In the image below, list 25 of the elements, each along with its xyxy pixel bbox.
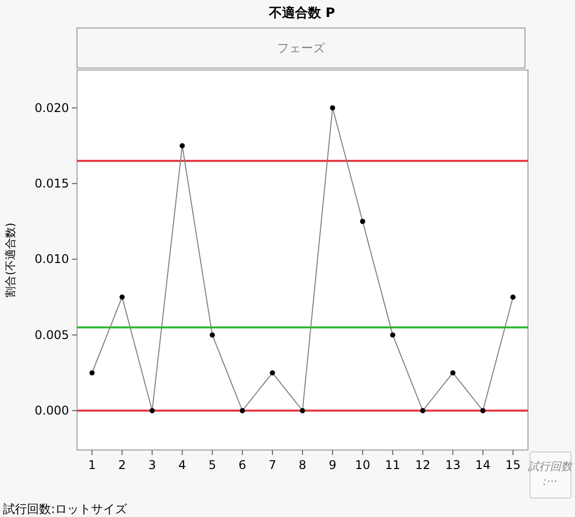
x-tick-label: 1 bbox=[88, 458, 96, 472]
x-tick-label: 4 bbox=[178, 458, 186, 472]
x-tick-label: 3 bbox=[148, 458, 156, 472]
x-tick-label: 6 bbox=[238, 458, 246, 472]
title: 不適合数 P bbox=[268, 6, 336, 21]
x-tick-label: 11 bbox=[385, 458, 400, 472]
x-tick-label: 2 bbox=[118, 458, 126, 472]
subtitle: フェーズ bbox=[277, 41, 325, 55]
x-tick-label: 10 bbox=[354, 458, 370, 472]
y-tick-label: 0.000 bbox=[34, 404, 69, 418]
x-tick-label: 14 bbox=[475, 458, 491, 472]
x-tick-label: 8 bbox=[298, 458, 306, 472]
x-tick-label: 9 bbox=[328, 458, 336, 472]
y-tick-label: 0.015 bbox=[34, 176, 69, 191]
text: 試行回数:··· bbox=[527, 460, 573, 488]
x-tick-label: 7 bbox=[268, 458, 276, 472]
x-tick-label: 5 bbox=[208, 458, 216, 472]
y-tick-label: 0.020 bbox=[34, 100, 69, 115]
y-tick-label: 0.010 bbox=[34, 252, 69, 266]
x-tick-label: 15 bbox=[505, 458, 521, 472]
x-tick-label: 13 bbox=[445, 458, 460, 472]
y-tick-label: 0.005 bbox=[34, 328, 69, 342]
y-axis-title: 割合(不適合数) bbox=[4, 222, 17, 298]
x-tick-label: 12 bbox=[415, 458, 430, 472]
text: 試行回数:ロットサイズ bbox=[3, 502, 128, 516]
